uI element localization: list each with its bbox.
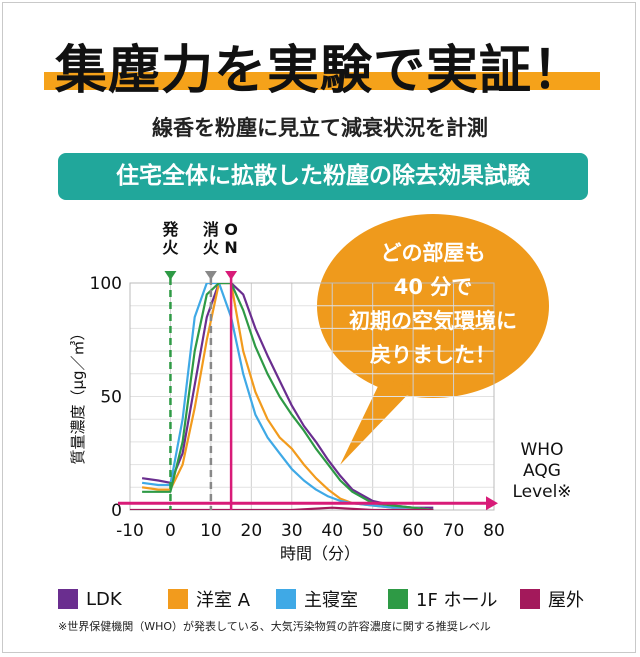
legend-item: 洋室 A: [168, 587, 250, 611]
legend-swatch: [276, 589, 296, 609]
who-reference-label: AQG: [523, 461, 561, 481]
x-tick-label: 20: [241, 521, 263, 541]
event-label: 火: [162, 238, 179, 257]
legend-label: LDK: [86, 588, 122, 610]
callout-line: どの部屋も: [380, 241, 486, 265]
series-line: [142, 283, 434, 510]
legend-label: 洋室 A: [196, 590, 251, 611]
who-reference-label: Level※: [512, 482, 571, 502]
x-tick-label: 10: [200, 521, 222, 541]
footnote: ※世界保健機関（WHO）が発表している、大気汚染物質の許容濃度に関する推奨レベル: [58, 620, 491, 633]
x-tick-label: 80: [483, 521, 505, 541]
legend-swatch: [58, 589, 78, 609]
y-tick-label: 50: [100, 388, 122, 408]
x-tick-label: 40: [321, 521, 343, 541]
legend-label: 1F ホール: [416, 590, 498, 611]
page-subtitle: 線香を粉塵に見立て減衰状況を計測: [152, 116, 488, 140]
event-label: 火: [203, 238, 220, 257]
legend-swatch: [168, 589, 188, 609]
legend-swatch: [520, 589, 540, 609]
x-tick-label: 60: [402, 521, 424, 541]
plot-border: [129, 282, 495, 511]
callout-line: 40 分で: [393, 275, 473, 299]
y-axis-label: 質量濃度（μg／㎥）: [69, 325, 87, 464]
title-highlight: [44, 72, 600, 90]
who-reference-label: WHO: [521, 440, 564, 460]
callout-text: どの部屋も 40 分で 初期の空気環境に 戻りました！: [330, 236, 536, 372]
test-banner: 住宅全体に拡散した粉塵の除去効果試験: [58, 153, 588, 200]
x-tick-label: 70: [443, 521, 465, 541]
x-tick-label: -10: [116, 521, 144, 541]
legend-item: 屋外: [520, 587, 584, 611]
legend-label: 主寝室: [304, 590, 358, 611]
who-reference-arrow: [486, 496, 498, 511]
event-label: 発: [161, 220, 179, 239]
legend-item: 主寝室: [276, 587, 358, 611]
x-tick-label: 0: [165, 521, 176, 541]
x-axis-label: 時間（分）: [280, 544, 360, 563]
callout-line: 戻りました！: [370, 343, 496, 367]
event-label: N: [224, 238, 237, 257]
legend-label: 屋外: [548, 590, 584, 611]
legend-swatch: [388, 589, 408, 609]
event-label: O: [224, 220, 238, 239]
y-tick-label: 100: [90, 274, 122, 294]
y-tick-label: 0: [111, 501, 122, 521]
event-marker: [164, 271, 177, 280]
x-tick-label: 50: [362, 521, 384, 541]
page-title: 集塵力を実験で実証！: [54, 41, 585, 101]
legend-item: LDK: [58, 587, 122, 611]
event-label: 消: [203, 220, 219, 239]
event-marker: [225, 271, 238, 280]
chart-legend: LDK 洋室 A 主寝室 1F ホール 屋外: [58, 587, 618, 611]
event-marker: [204, 271, 217, 280]
x-tick-label: 30: [281, 521, 303, 541]
legend-item: 1F ホール: [388, 587, 498, 611]
series-line: [141, 283, 434, 509]
callout-line: 初期の空気環境に: [349, 309, 517, 333]
